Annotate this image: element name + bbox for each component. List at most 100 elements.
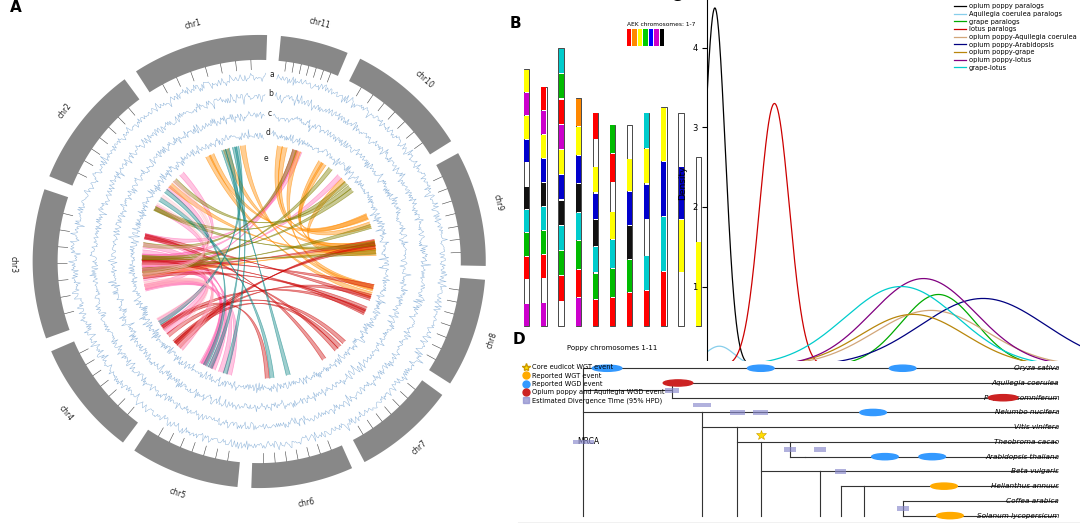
Bar — [593, 220, 598, 246]
Bar — [661, 272, 666, 326]
opium poppy-Aquilegia coerulea — [764, 362, 777, 368]
Ellipse shape — [872, 453, 899, 460]
grape-lotus — [897, 283, 910, 290]
Text: Beta vulgaris: Beta vulgaris — [1012, 469, 1059, 474]
Polygon shape — [240, 145, 374, 291]
Bar — [593, 300, 598, 326]
Polygon shape — [145, 234, 370, 300]
Text: chr7: chr7 — [410, 438, 429, 457]
opium poppy paralogs — [827, 363, 840, 369]
Bar — [576, 99, 581, 126]
Bar — [627, 293, 632, 326]
Bar — [678, 113, 684, 326]
Bar — [784, 447, 796, 452]
Bar — [524, 116, 529, 139]
opium poppy-grape — [826, 347, 839, 354]
Polygon shape — [143, 272, 367, 311]
Polygon shape — [32, 189, 69, 338]
Bar — [660, 29, 664, 46]
Polygon shape — [145, 279, 207, 331]
grape paralogs — [764, 363, 777, 369]
Polygon shape — [143, 258, 206, 331]
Line: grape-lotus: grape-lotus — [707, 287, 1080, 366]
opium poppy-lotus — [751, 362, 764, 369]
Bar — [558, 251, 564, 275]
opium poppy-grape — [904, 311, 917, 317]
Bar — [627, 159, 632, 191]
Polygon shape — [145, 281, 214, 350]
grape paralogs — [932, 291, 945, 298]
Polygon shape — [167, 300, 346, 344]
grape paralogs — [904, 309, 917, 315]
Bar — [610, 124, 616, 326]
lotus paralogs — [751, 233, 764, 239]
opium poppy paralogs — [863, 363, 876, 369]
Bar — [627, 124, 632, 326]
opium poppy-grape — [751, 362, 764, 369]
grape paralogs — [863, 350, 876, 357]
Ellipse shape — [919, 453, 945, 460]
Polygon shape — [143, 149, 297, 248]
opium poppy-grape — [1074, 362, 1080, 369]
Polygon shape — [173, 285, 372, 344]
Bar — [627, 260, 632, 292]
opium poppy-Arabidopsis — [976, 295, 989, 302]
Bar — [558, 125, 564, 149]
Polygon shape — [252, 446, 352, 488]
Bar — [661, 163, 666, 216]
Bar — [576, 213, 581, 240]
Bar — [573, 439, 594, 445]
opium poppy paralogs — [708, 5, 721, 11]
opium poppy-lotus — [904, 278, 917, 284]
Bar — [610, 241, 615, 268]
Bar — [627, 226, 632, 258]
Bar — [835, 469, 847, 474]
Polygon shape — [275, 146, 375, 248]
Bar — [692, 403, 711, 407]
Ellipse shape — [936, 513, 963, 519]
Bar — [541, 303, 546, 326]
Bar — [558, 226, 564, 250]
Line: grape paralogs: grape paralogs — [707, 294, 1080, 366]
opium poppy-grape — [863, 327, 876, 333]
Bar — [524, 93, 529, 115]
Bar — [576, 270, 581, 297]
Bar — [610, 298, 615, 326]
opium poppy-grape — [701, 363, 714, 369]
Bar — [576, 242, 581, 269]
Polygon shape — [143, 260, 222, 366]
grape paralogs — [826, 362, 839, 368]
grape paralogs — [1074, 363, 1080, 369]
opium poppy-Arabidopsis — [701, 363, 714, 369]
opium poppy-Aquilegia coerulea — [863, 332, 876, 338]
opium poppy paralogs — [701, 85, 714, 92]
Polygon shape — [143, 224, 372, 272]
Bar — [541, 255, 546, 278]
Bar — [632, 29, 636, 46]
Polygon shape — [287, 150, 374, 290]
Polygon shape — [143, 250, 376, 260]
Aquilegia coerulea paralogs — [827, 363, 840, 369]
Polygon shape — [159, 146, 242, 325]
Text: chr1: chr1 — [185, 18, 203, 31]
Polygon shape — [208, 148, 241, 369]
Text: AEK chromosomes: 1-7: AEK chromosomes: 1-7 — [626, 21, 696, 27]
Bar — [637, 29, 643, 46]
Bar — [524, 233, 529, 256]
Bar — [541, 111, 546, 134]
Line: opium poppy-Arabidopsis: opium poppy-Arabidopsis — [707, 299, 1080, 366]
Ellipse shape — [747, 365, 774, 371]
Bar — [696, 157, 701, 326]
Polygon shape — [145, 235, 326, 360]
Text: Papaver somniferum: Papaver somniferum — [984, 395, 1059, 401]
Text: chr10: chr10 — [414, 69, 435, 90]
Polygon shape — [298, 161, 376, 251]
opium poppy paralogs — [751, 363, 764, 369]
Polygon shape — [161, 289, 366, 328]
Line: opium poppy-lotus: opium poppy-lotus — [707, 279, 1080, 366]
Polygon shape — [353, 380, 443, 462]
Legend: Core eudicot WGT event, Reported WGT event, Reported WGD event, Opium poppy and : Core eudicot WGT event, Reported WGT eve… — [522, 364, 665, 404]
Bar — [696, 242, 701, 326]
opium poppy-lotus — [917, 276, 930, 282]
Text: B: B — [510, 16, 522, 31]
